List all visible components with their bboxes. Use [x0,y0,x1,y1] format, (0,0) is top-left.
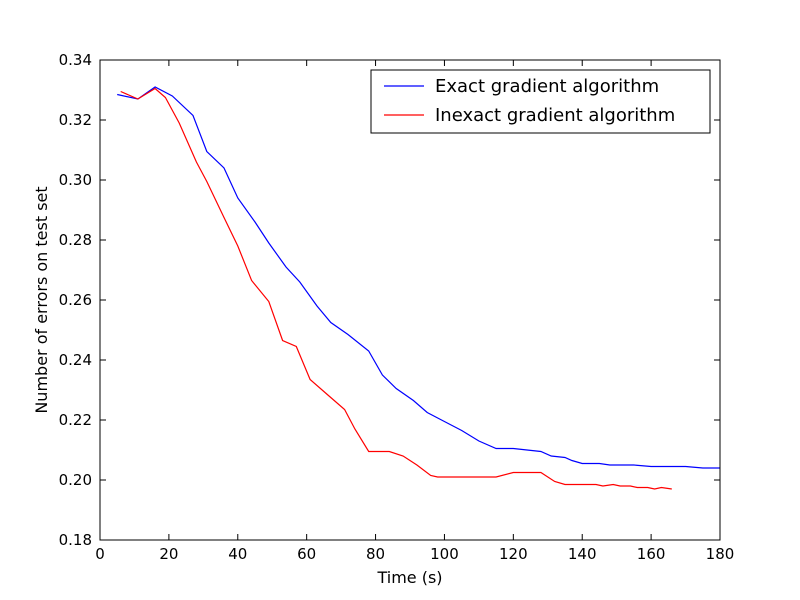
y-tick-label: 0.18 [59,531,92,549]
x-tick-label: 160 [637,545,666,563]
y-tick-label: 0.20 [59,471,92,489]
y-axis-label: Number of errors on test set [32,186,51,413]
x-tick-label: 0 [95,545,105,563]
legend-label-exact: Exact gradient algorithm [435,76,659,97]
y-axis-ticks: 0.18 0.20 0.22 0.24 0.26 0.28 0.30 0.32 0.34 [59,51,720,549]
x-tick-label: 180 [706,545,735,563]
y-tick-label: 0.24 [59,351,92,369]
x-tick-label: 20 [159,545,178,563]
y-tick-label: 0.28 [59,231,92,249]
legend-label-inexact: Inexact gradient algorithm [435,105,675,126]
x-tick-label: 140 [568,545,597,563]
x-tick-label: 80 [366,545,385,563]
y-tick-label: 0.34 [59,51,92,69]
x-axis-ticks: 0 20 40 60 80 100 120 140 160 180 [95,60,734,563]
x-tick-label: 60 [297,545,316,563]
legend: Exact gradient algorithm Inexact gradien… [370,69,711,134]
series-line-inexact [120,87,672,490]
y-tick-label: 0.30 [59,171,92,189]
x-tick-label: 40 [228,545,247,563]
x-tick-label: 100 [430,545,459,563]
y-tick-label: 0.32 [59,111,92,129]
x-tick-label: 120 [499,545,528,563]
x-axis-label: Time (s) [376,568,442,587]
y-tick-label: 0.22 [59,411,92,429]
series-line-exact [117,86,720,469]
y-tick-label: 0.26 [59,291,92,309]
legend-box [370,69,711,134]
series-layer [117,86,720,490]
